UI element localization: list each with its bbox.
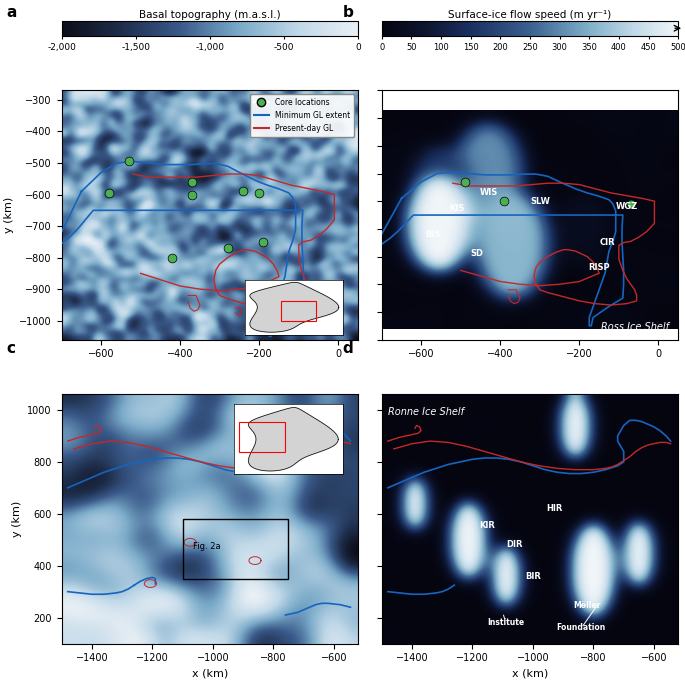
- Point: [167, 252, 178, 263]
- Text: Ronne Ice Shelf: Ronne Ice Shelf: [388, 407, 464, 417]
- Title: Surface-ice flow speed (m yr⁻¹): Surface-ice flow speed (m yr⁻¹): [448, 10, 612, 20]
- Point: [258, 237, 269, 248]
- X-axis label: x (km): x (km): [192, 669, 228, 679]
- Point: [253, 188, 264, 199]
- Text: DIR: DIR: [507, 540, 523, 549]
- Text: BIS: BIS: [425, 230, 441, 239]
- Text: b: b: [342, 6, 353, 20]
- Point: [186, 189, 197, 200]
- Text: HIR: HIR: [546, 504, 562, 513]
- Text: BIR: BIR: [525, 572, 541, 581]
- Text: SD: SD: [470, 249, 483, 258]
- Text: c: c: [7, 341, 16, 356]
- Legend: Core locations, Minimum GL extent, Present-day GL: Core locations, Minimum GL extent, Prese…: [250, 94, 354, 136]
- Text: a: a: [7, 6, 17, 20]
- Text: Möller: Möller: [574, 601, 601, 610]
- Text: Ross Ice Shelf: Ross Ice Shelf: [601, 322, 669, 332]
- Title: Basal topography (m.a.s.l.): Basal topography (m.a.s.l.): [139, 10, 281, 20]
- Text: Institute: Institute: [487, 618, 524, 627]
- Text: CIR: CIR: [599, 238, 615, 247]
- Text: Foundation: Foundation: [557, 623, 606, 632]
- Text: SLW: SLW: [530, 197, 550, 206]
- Text: WGZ: WGZ: [616, 202, 638, 211]
- Bar: [183, 519, 288, 579]
- Point: [103, 188, 114, 199]
- X-axis label: x (km): x (km): [512, 669, 548, 679]
- Point: [625, 199, 636, 210]
- Point: [123, 156, 134, 167]
- Point: [222, 243, 233, 254]
- Text: WIS: WIS: [479, 188, 497, 197]
- Point: [499, 196, 510, 207]
- Text: RISP: RISP: [588, 263, 610, 272]
- Point: [238, 186, 249, 197]
- Text: Fig. 2a: Fig. 2a: [193, 542, 221, 551]
- Text: KIR: KIR: [479, 521, 495, 530]
- Text: d: d: [342, 341, 353, 356]
- Text: KIS: KIS: [449, 203, 464, 212]
- Y-axis label: y (km): y (km): [3, 197, 14, 233]
- Point: [186, 176, 197, 188]
- Point: [459, 176, 470, 188]
- Y-axis label: y (km): y (km): [12, 501, 22, 537]
